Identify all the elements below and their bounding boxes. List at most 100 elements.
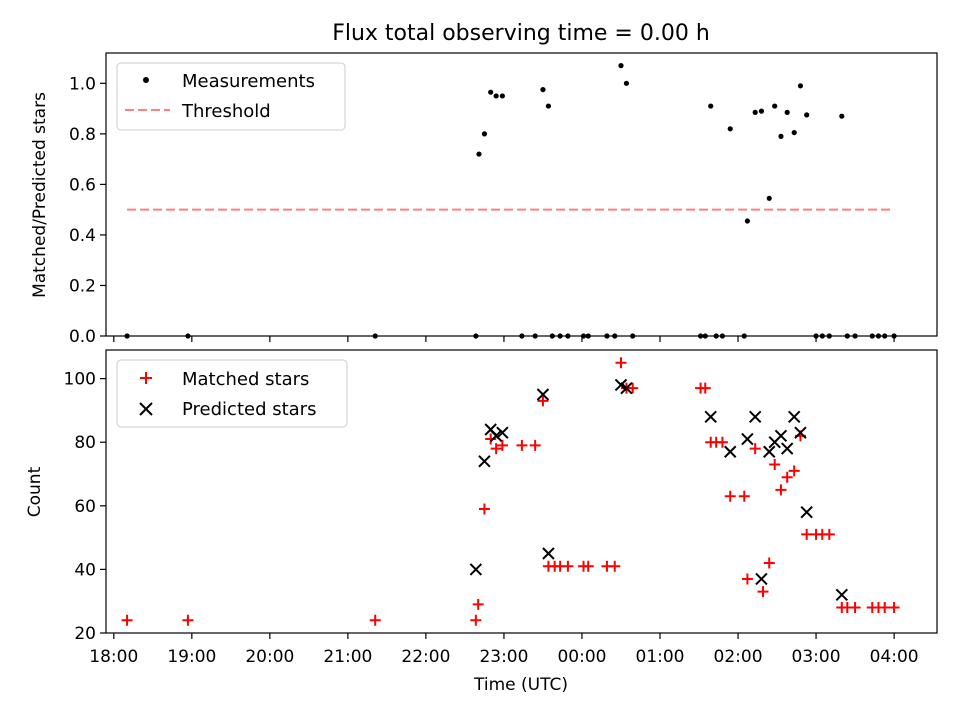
x-tick-label: 02:00 (714, 647, 763, 667)
x-tick-label: 22:00 (401, 647, 450, 667)
matched-star-point (472, 598, 484, 610)
measurement-point (499, 93, 505, 99)
matched-star-point (781, 471, 793, 483)
matched-star-point (537, 395, 549, 407)
measurement-point (727, 126, 733, 132)
legend-predicted-label: Predicted stars (182, 399, 316, 420)
top-y-axis-label: Matched/Predicted stars (30, 92, 50, 298)
matched-star-point (562, 560, 574, 572)
predicted-star-point (741, 432, 754, 446)
x-tick-label: 21:00 (323, 647, 372, 667)
x-tick-label: 20:00 (245, 647, 294, 667)
bottom-y-tick-label: 20 (74, 624, 96, 644)
matched-star-point (801, 528, 813, 540)
x-axis-label: Time (UTC) (473, 675, 568, 695)
measurement-point (752, 109, 758, 115)
x-tick-label: 23:00 (479, 647, 528, 667)
x-tick-label: 19:00 (167, 647, 216, 667)
predicted-star-point (724, 445, 737, 458)
predicted-star-point (478, 455, 491, 468)
bottom-legend: Matched stars Predicted stars (116, 359, 348, 428)
legend-matched-label: Matched stars (182, 369, 309, 390)
top-y-tick-label: 1.0 (69, 74, 96, 94)
matched-star-point (716, 436, 728, 448)
top-legend: Measurements Threshold (116, 62, 346, 131)
matched-star-point (879, 602, 891, 614)
bottom-y-tick-label: 80 (74, 433, 96, 453)
x-tick-label: 18:00 (89, 647, 138, 667)
legend-predicted-marker (139, 402, 153, 416)
matched-star-point (609, 560, 621, 572)
matched-star-point (582, 560, 594, 572)
bottom-y-axis-label: Count (25, 466, 45, 517)
measurement-point (545, 103, 552, 109)
measurement-point (493, 93, 499, 99)
top-y-tick-label: 0.0 (69, 327, 96, 347)
matched-star-point (490, 443, 502, 455)
measurement-point (708, 103, 714, 109)
matched-star-point (738, 490, 750, 502)
matched-star-point (470, 614, 482, 626)
matched-star-point (888, 602, 900, 614)
matched-star-point (121, 614, 133, 626)
matched-star-point (615, 357, 627, 369)
predicted-star-point (489, 429, 503, 443)
legend-threshold-label: Threshold (181, 101, 271, 122)
matched-star-point (724, 490, 736, 502)
top-y-tick-label: 0.8 (69, 125, 96, 145)
x-tick-label: 00:00 (557, 647, 606, 667)
matched-star-point (757, 586, 769, 598)
predicted-star-point (794, 426, 807, 439)
matched-star-point (763, 557, 775, 569)
measurement-point (623, 80, 630, 86)
bottom-panel: 20 40 60 80 100 18:00 19:00 20:00 21:00 22:00 23:0… (25, 349, 938, 695)
matched-star-point (529, 439, 541, 451)
predicted-star-point (469, 563, 483, 576)
matched-star-point (849, 602, 861, 614)
predicted-star-point (763, 445, 776, 458)
top-legend-box (116, 62, 346, 131)
predicted-star-point (835, 588, 849, 602)
measurement-point (784, 109, 790, 115)
top-axes-frame (105, 52, 938, 337)
bottom-axes-frame (105, 349, 938, 634)
predicted-star-point (788, 410, 801, 423)
measurement-point (791, 129, 797, 136)
measurement-point (540, 87, 546, 93)
predicted-star-point (496, 426, 509, 439)
matched-star-point (627, 382, 639, 394)
predicted-star-point (704, 410, 717, 423)
predicted-star-point (748, 410, 762, 423)
measurement-point (481, 131, 488, 137)
top-y-tick-label: 0.2 (69, 276, 96, 296)
bottom-y-tick-label: 40 (74, 560, 96, 580)
predicted-star-point (755, 572, 768, 586)
matched-star-point (496, 439, 508, 451)
matched-star-point (749, 443, 761, 455)
bottom-y-tick-label: 100 (64, 370, 96, 390)
matched-star-point (775, 484, 787, 496)
measurement-point (772, 103, 778, 109)
measurement-point (758, 108, 765, 114)
measurement-point (488, 89, 494, 95)
matched-star-point (478, 503, 490, 515)
measurement-point (766, 195, 772, 201)
x-tick-label: 04:00 (870, 647, 919, 667)
measurement-point (744, 218, 750, 224)
top-y-tick-label: 0.6 (69, 175, 96, 195)
measurement-point (797, 83, 804, 89)
legend-measurements-marker (143, 77, 149, 83)
matched-star-point (741, 573, 753, 585)
matched-star-point (823, 528, 835, 540)
measurement-point (804, 112, 810, 118)
predicted-star-point (542, 547, 555, 560)
predicted-star-point (620, 381, 633, 395)
matched-star-point (369, 614, 381, 626)
measurement-point (476, 151, 482, 157)
top-panel: 0.0 0.2 0.4 0.6 0.8 1.0 Matched/Predicted sta… (30, 52, 938, 347)
bottom-y-tick-label: 60 (74, 497, 96, 517)
predicted-star-point (774, 429, 788, 443)
predicted-star-point (780, 442, 794, 455)
predicted-star-point (800, 505, 813, 519)
